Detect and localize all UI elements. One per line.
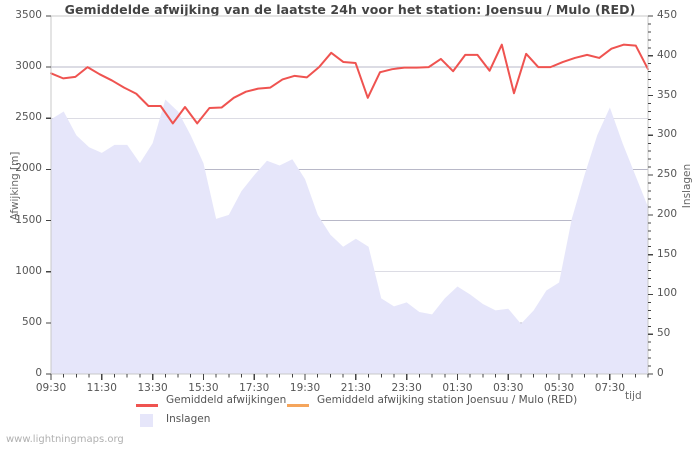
y-tick-label-right: 350 bbox=[657, 88, 678, 101]
legend-swatch-area bbox=[140, 414, 153, 427]
y-tick-label-left: 1000 bbox=[15, 264, 42, 277]
y-tick-label-right: 400 bbox=[657, 48, 678, 61]
y-tick-label-left: 1500 bbox=[15, 213, 42, 226]
x-tick-label: 05:30 bbox=[543, 382, 575, 394]
x-tick-label: 11:30 bbox=[86, 382, 117, 394]
x-tick-label: 17:30 bbox=[239, 382, 270, 394]
y-tick-label-right: 0 bbox=[657, 367, 664, 379]
y-tick-label-left: 3500 bbox=[15, 9, 42, 21]
x-tick-label: 01:30 bbox=[442, 382, 473, 394]
y-tick-label-left: 3000 bbox=[15, 60, 42, 73]
chart-title: Gemiddelde afwijking van de laatste 24h … bbox=[64, 2, 636, 17]
strikes-area-series bbox=[51, 99, 648, 374]
y-tick-label-right: 150 bbox=[657, 247, 678, 260]
x-tick-label: 13:30 bbox=[137, 382, 168, 394]
legend-swatch-line bbox=[287, 404, 309, 407]
y-tick-label-left: 500 bbox=[21, 315, 42, 328]
y-tick-label-right: 50 bbox=[657, 327, 671, 340]
y-tick-label-right: 100 bbox=[657, 287, 678, 300]
x-tick-label: 03:30 bbox=[493, 382, 524, 394]
legend-swatch-line bbox=[136, 404, 158, 407]
x-tick-label: 09:30 bbox=[35, 382, 67, 394]
footer-watermark: www.lightningmaps.org bbox=[6, 434, 124, 445]
legend-label[interactable]: Gemiddeld afwijkingen bbox=[166, 394, 287, 406]
x-tick-label: 23:30 bbox=[391, 382, 422, 394]
y-tick-label-right: 450 bbox=[657, 9, 678, 21]
y-tick-label-right: 250 bbox=[657, 168, 678, 181]
y-tick-label-right: 200 bbox=[657, 207, 678, 220]
y-tick-label-left: 2000 bbox=[15, 162, 42, 175]
x-tick-label: 07:30 bbox=[594, 382, 626, 394]
x-axis-label: tijd bbox=[625, 390, 642, 402]
legend-label[interactable]: Inslagen bbox=[166, 413, 211, 425]
x-tick-label: 15:30 bbox=[188, 382, 219, 394]
deviation-line-series bbox=[50, 43, 649, 125]
x-tick-label: 19:30 bbox=[289, 382, 321, 394]
y-tick-label-right: 300 bbox=[657, 128, 678, 141]
y-tick-label-left: 2500 bbox=[15, 111, 42, 124]
plot-frame bbox=[50, 15, 649, 375]
y-tick-label-left: 0 bbox=[35, 367, 42, 379]
legend-label[interactable]: Gemiddeld afwijking station Joensuu / Mu… bbox=[317, 394, 578, 406]
x-tick-label: 21:30 bbox=[340, 382, 371, 394]
